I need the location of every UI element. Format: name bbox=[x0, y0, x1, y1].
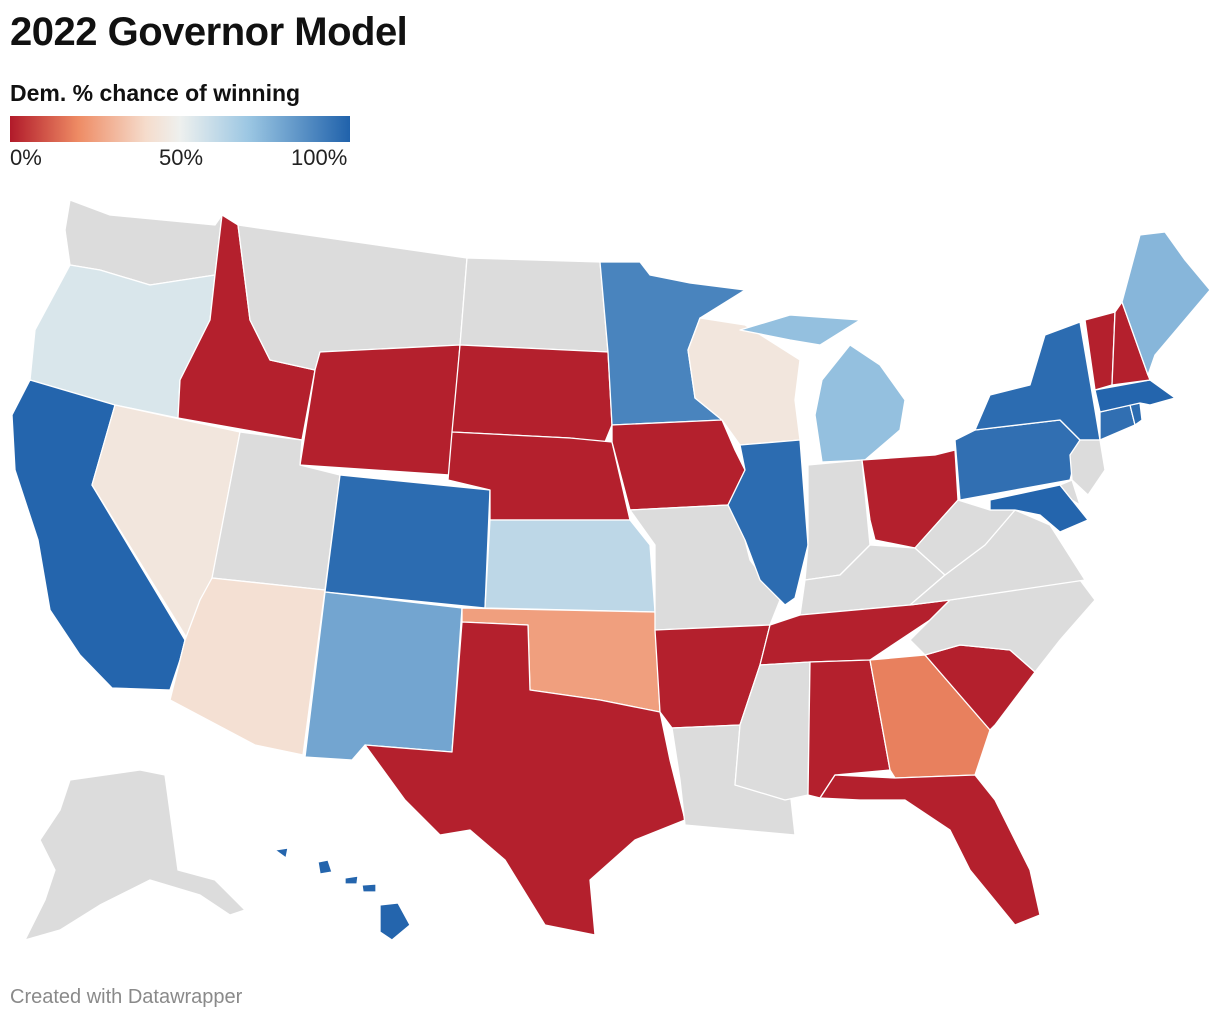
state-TX[interactable] bbox=[364, 621, 686, 936]
state-HI[interactable] bbox=[274, 847, 411, 941]
state-NJ[interactable] bbox=[1069, 439, 1106, 496]
legend-color-scale bbox=[10, 116, 350, 142]
state-AK[interactable] bbox=[24, 769, 246, 941]
state-MI[interactable] bbox=[739, 314, 906, 463]
state-SD[interactable] bbox=[451, 344, 613, 443]
state-IA[interactable] bbox=[611, 419, 746, 511]
legend-tick-0: 0% bbox=[10, 145, 42, 170]
state-ND[interactable] bbox=[459, 257, 609, 353]
legend-title: Dem. % chance of winning bbox=[10, 80, 301, 106]
us-map bbox=[11, 199, 1211, 941]
legend-tick-50: 50% bbox=[159, 145, 204, 170]
state-KS[interactable] bbox=[484, 519, 656, 613]
footer-credit: Created with Datawrapper bbox=[10, 986, 243, 1008]
state-NM[interactable] bbox=[304, 591, 463, 761]
page-title: 2022 Governor Model bbox=[10, 10, 408, 54]
state-FL[interactable] bbox=[819, 774, 1041, 926]
state-IL[interactable] bbox=[727, 439, 809, 606]
state-WY[interactable] bbox=[299, 344, 461, 476]
state-NH[interactable] bbox=[1111, 301, 1151, 386]
state-ME[interactable] bbox=[1121, 231, 1211, 376]
state-CO[interactable] bbox=[324, 474, 491, 609]
state-DE[interactable] bbox=[1059, 479, 1081, 506]
state-NY[interactable] bbox=[974, 321, 1101, 441]
state-AZ[interactable] bbox=[169, 577, 326, 756]
legend-tick-100: 100% bbox=[291, 145, 348, 170]
